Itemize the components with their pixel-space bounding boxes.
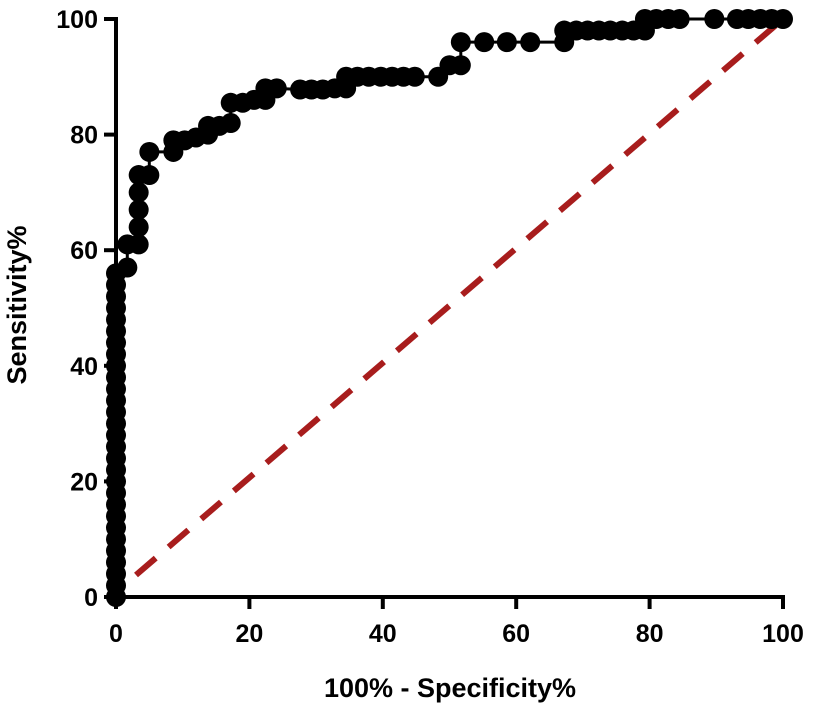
roc-data-point: [450, 55, 471, 76]
roc-data-point: [773, 9, 793, 29]
roc-data-point: [474, 32, 495, 53]
y-tick-label: 40: [70, 353, 98, 381]
roc-data-point: [520, 32, 541, 53]
x-axis-title: 100% - Specificity%: [324, 673, 576, 703]
x-tick-label: 20: [235, 620, 263, 648]
roc-data-point: [139, 141, 160, 162]
x-tick-label: 60: [502, 620, 530, 648]
x-tick-label: 100: [762, 620, 804, 648]
roc-data-point: [220, 113, 241, 134]
y-tick-label: 100: [56, 6, 98, 34]
x-tick-label: 40: [369, 620, 397, 648]
roc-data-point: [128, 182, 149, 203]
y-tick-label: 20: [70, 468, 98, 496]
y-axis-title: Sensitivity%: [2, 225, 32, 384]
y-tick-label: 80: [70, 122, 98, 150]
x-tick-label: 0: [109, 620, 123, 648]
roc-data-point: [450, 32, 471, 53]
reference-line: [134, 16, 785, 578]
roc-data-point: [404, 66, 425, 87]
roc-data-point: [669, 9, 690, 29]
roc-data-point: [128, 234, 149, 255]
roc-data-point: [117, 257, 138, 278]
roc-data-point: [128, 199, 149, 220]
y-tick-label: 0: [84, 584, 98, 612]
roc-data-point: [704, 9, 725, 29]
roc-data-point: [128, 217, 149, 238]
x-tick-label: 80: [636, 620, 664, 648]
roc-data-point: [139, 165, 160, 186]
y-tick-label: 60: [70, 237, 98, 265]
roc-data-point: [496, 32, 517, 53]
roc-data-point: [266, 78, 287, 99]
